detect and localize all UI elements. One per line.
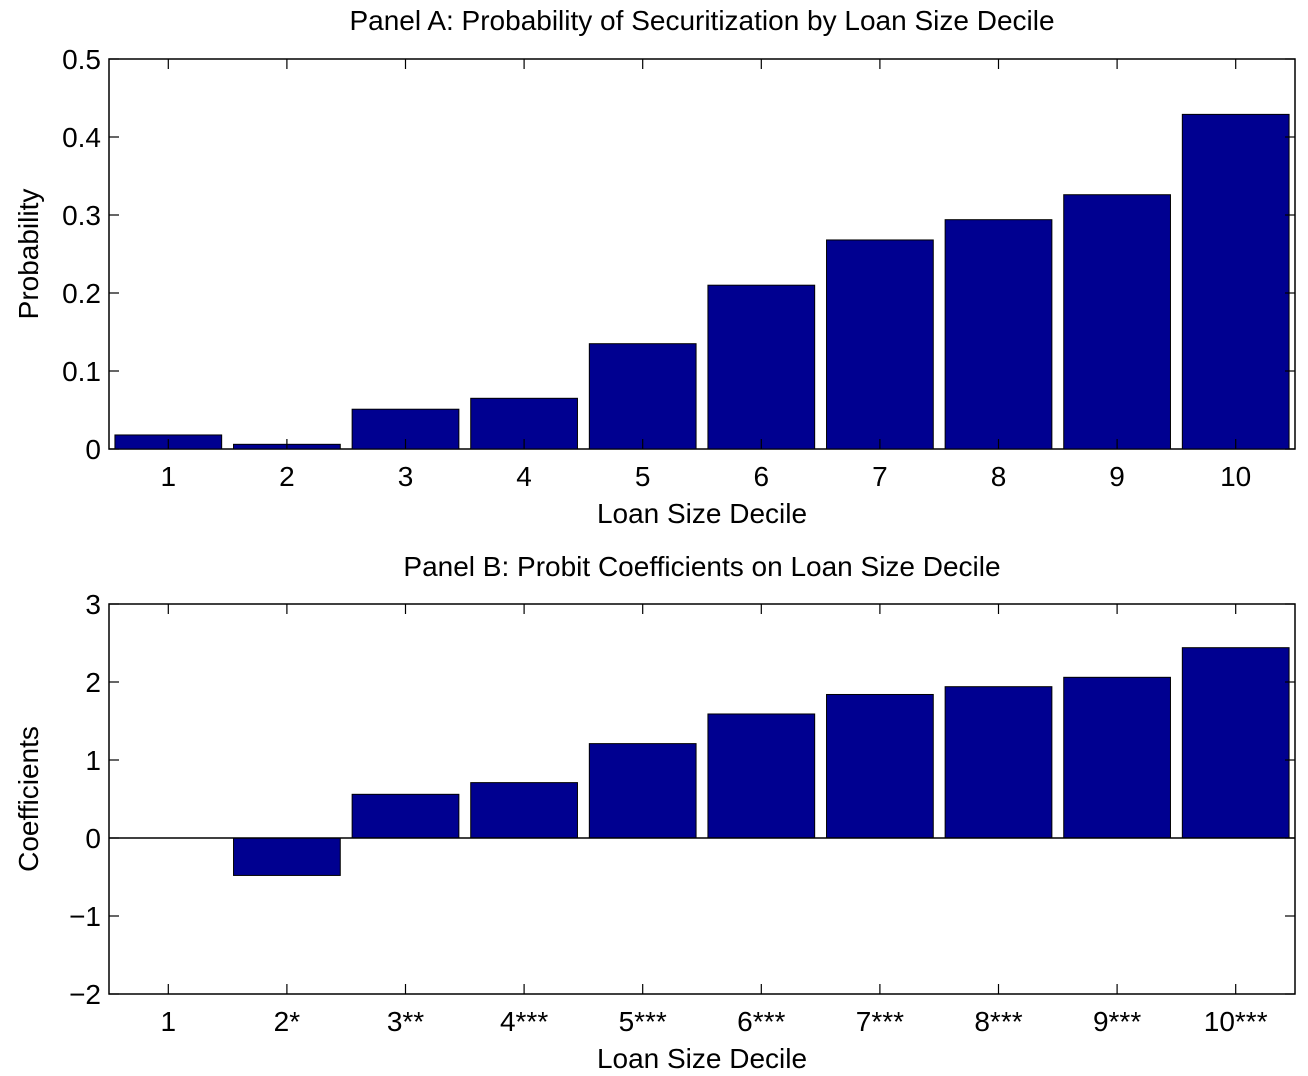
panel-a-bar-7 bbox=[826, 239, 934, 450]
panel-b-y-tick-label: 2 bbox=[85, 667, 101, 698]
panel-b-y-tick-label: 1 bbox=[85, 745, 101, 776]
panel-b-y-axis: −2 −1 0 1 2 3 bbox=[69, 589, 1295, 1010]
panel-a-x-tick-label: 7 bbox=[872, 461, 888, 492]
panel-b-x-tick-label: 9*** bbox=[1093, 1006, 1141, 1037]
panel-b-y-tick-label: 0 bbox=[85, 823, 101, 854]
panel-a-x-label: Loan Size Decile bbox=[597, 498, 807, 529]
panel-a-x-tick-label: 1 bbox=[161, 461, 177, 492]
panel-a-x-tick-label: 2 bbox=[279, 461, 295, 492]
panel-a-x-axis: 1 2 3 4 5 6 7 8 9 10 bbox=[161, 59, 1251, 492]
panel-a-x-tick-label: 4 bbox=[516, 461, 532, 492]
panel-a-x-tick-label: 5 bbox=[635, 461, 651, 492]
panel-b-x-tick-label: 6*** bbox=[737, 1006, 785, 1037]
panel-b-bar-7 bbox=[826, 693, 934, 839]
panel-b-bar-5 bbox=[588, 743, 697, 839]
panel-a-x-tick-label: 10 bbox=[1220, 461, 1251, 492]
panel-b-bar-10 bbox=[1181, 647, 1290, 839]
panel-b-bar-6 bbox=[707, 713, 816, 839]
panel-a-y-label: Probability bbox=[13, 189, 44, 320]
panel-a-y-tick-label: 0.4 bbox=[62, 122, 101, 153]
panel-a-y-axis: 0 0.1 0.2 0.3 0.4 0.5 bbox=[62, 44, 1295, 465]
panel-b-x-tick-label: 5*** bbox=[619, 1006, 667, 1037]
panel-a-bar-8 bbox=[944, 219, 1053, 450]
panel-b-bar-2 bbox=[233, 837, 341, 876]
panel-b-x-tick-label: 8*** bbox=[974, 1006, 1022, 1037]
panel-b-bar-3 bbox=[351, 793, 460, 839]
panel-a-bar-6 bbox=[707, 284, 816, 450]
panel-a-y-tick-label: 0.5 bbox=[62, 44, 101, 75]
panel-b-x-tick-label: 10*** bbox=[1204, 1006, 1268, 1037]
panel-b-x-label: Loan Size Decile bbox=[597, 1043, 807, 1074]
panel-a-bar-9 bbox=[1063, 194, 1171, 450]
panel-b-x-tick-label: 7*** bbox=[856, 1006, 904, 1037]
panel-a-bar-10 bbox=[1181, 113, 1290, 450]
panel-a-bar-5 bbox=[588, 343, 697, 450]
panel-b-bars bbox=[109, 647, 1295, 876]
panel-a-y-tick-label: 0.1 bbox=[62, 356, 101, 387]
panel-b-x-tick-label: 2* bbox=[274, 1006, 301, 1037]
panel-b-bar-8 bbox=[944, 686, 1053, 839]
panel-b-y-tick-label: 3 bbox=[85, 589, 101, 620]
panel-b-y-tick-label: −1 bbox=[69, 901, 101, 932]
panel-a-x-tick-label: 3 bbox=[398, 461, 414, 492]
panel-b-chart: Panel B: Probit Coefficients on Loan Siz… bbox=[13, 551, 1296, 1074]
panel-b-x-tick-label: 3** bbox=[387, 1006, 424, 1037]
panel-a-x-tick-label: 6 bbox=[754, 461, 770, 492]
panel-a-y-tick-label: 0.3 bbox=[62, 200, 101, 231]
panel-b-bar-9 bbox=[1063, 676, 1171, 839]
panel-b-y-label: Coefficients bbox=[13, 726, 44, 872]
panel-b-title: Panel B: Probit Coefficients on Loan Siz… bbox=[403, 551, 1000, 582]
panel-a-chart: Panel A: Probability of Securitization b… bbox=[13, 5, 1296, 529]
panel-b-x-tick-label: 4*** bbox=[500, 1006, 548, 1037]
panel-a-bars bbox=[114, 113, 1290, 450]
panel-a-x-tick-label: 9 bbox=[1109, 461, 1125, 492]
panel-b-bar-4 bbox=[470, 782, 578, 839]
panel-b-x-axis: 1 2* 3** 4*** 5*** 6*** 7*** 8*** 9*** 10*** bbox=[161, 604, 1268, 1037]
panel-a-x-tick-label: 8 bbox=[991, 461, 1007, 492]
panel-a-title: Panel A: Probability of Securitization b… bbox=[349, 5, 1054, 36]
panel-b-x-tick-label: 1 bbox=[161, 1006, 177, 1037]
panel-b-y-tick-label: −2 bbox=[69, 979, 101, 1010]
panel-a-y-tick-label: 0.2 bbox=[62, 278, 101, 309]
panel-a-y-tick-label: 0 bbox=[85, 434, 101, 465]
